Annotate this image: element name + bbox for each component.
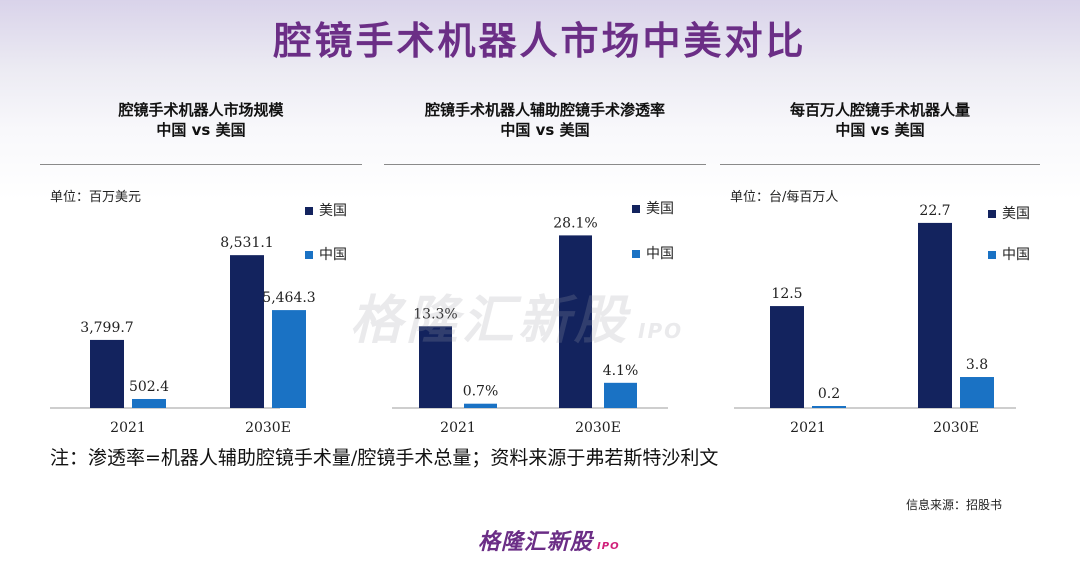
legend-swatch-us (305, 207, 313, 215)
legend-label: 中国 (319, 247, 347, 263)
data-label: 4.1% (603, 363, 639, 379)
chart-panel-penetration-rate: 腔镜手术机器人辅助腔镜手术渗透率 中国 vs 美国 美国 中国 13.3% 0.7… (384, 100, 706, 440)
legend-item-us: 美国 (632, 198, 674, 218)
legend-label: 美国 (646, 201, 674, 217)
header-divider (40, 164, 362, 165)
legend-item-us: 美国 (988, 203, 1030, 223)
legend-swatch-china (632, 250, 640, 258)
watermark-text: 格隆汇新股 (350, 291, 631, 351)
bar-china-2030E (272, 310, 306, 408)
bar-chart-svg: 12.5 0.2 2021 22.7 3.8 2030E (734, 203, 1016, 436)
bar-china-2021 (464, 403, 497, 408)
data-label: 13.3% (413, 306, 457, 322)
footnote: 注：渗透率=机器人辅助腔镜手术量/腔镜手术总量；资料来源于弗若斯特沙利文 (50, 447, 719, 469)
bar-us-2021 (770, 306, 804, 408)
chart-title: 每百万人腔镜手术机器人量 (789, 101, 970, 119)
data-label: 3,799.7 (80, 320, 133, 336)
bar-china-2021 (812, 406, 846, 408)
chart-panel-market-size: 腔镜手术机器人市场规模 中国 vs 美国 单位：百万美元 美国 中国 3,799… (40, 100, 362, 440)
chart-subtitle: 中国 vs 美国 (835, 121, 925, 139)
data-label: 3.8 (966, 357, 988, 373)
x-tick-label: 2030E (575, 420, 621, 436)
bar-chart-svg: 13.3% 0.7% 2021 28.1% 4.1% 2030E (392, 215, 668, 436)
legend-item-china: 中国 (988, 244, 1030, 264)
chart-subtitle: 中国 vs 美国 (156, 121, 246, 139)
chart-header: 腔镜手术机器人市场规模 中国 vs 美国 (40, 100, 362, 140)
data-label: 8,531.1 (220, 235, 273, 251)
bar-china-2030E (960, 377, 994, 408)
x-tick-label: 2030E (245, 420, 291, 436)
page-title: 腔镜手术机器人市场中美对比 (273, 19, 807, 63)
bar-us-2021 (419, 326, 452, 408)
chart-title: 腔镜手术机器人辅助腔镜手术渗透率 (424, 101, 665, 119)
data-label: 0.7% (463, 384, 499, 400)
bar-us-2030E (230, 255, 264, 408)
unit-label: 单位：台/每百万人 (730, 190, 839, 205)
x-tick-label: 2021 (790, 420, 826, 436)
brand-logo: 格隆汇新股 IPO (478, 524, 620, 556)
logo-ipo: IPO (597, 541, 620, 552)
data-label: 12.5 (771, 286, 802, 302)
legend-label: 美国 (319, 203, 347, 219)
x-tick-label: 2021 (440, 420, 476, 436)
legend-label: 美国 (1002, 206, 1030, 222)
data-label: 0.2 (818, 386, 840, 402)
legend-swatch-us (632, 205, 640, 213)
source-label: 信息来源：招股书 (906, 498, 1003, 512)
bar-china-2021 (132, 398, 166, 408)
legend-item-us: 美国 (305, 200, 347, 220)
chart-title: 腔镜手术机器人市场规模 (118, 101, 284, 119)
chart-header: 每百万人腔镜手术机器人量 中国 vs 美国 (720, 100, 1040, 140)
data-label: 5,464.3 (262, 290, 315, 306)
chart-header: 腔镜手术机器人辅助腔镜手术渗透率 中国 vs 美国 (384, 100, 706, 140)
bar-us-2021 (90, 339, 124, 408)
bar-us-2030E (559, 235, 592, 408)
bar-china-2030E (604, 382, 637, 408)
legend-swatch-china (305, 251, 313, 259)
header-divider (720, 164, 1040, 165)
x-tick-label: 2030E (933, 420, 979, 436)
legend-label: 中国 (646, 246, 674, 262)
x-tick-label: 2021 (110, 420, 146, 436)
legend-swatch-china (988, 251, 996, 259)
header-divider (384, 164, 706, 165)
watermark: 格隆汇新股 IPO (350, 278, 683, 353)
logo-text: 格隆汇新股 (478, 530, 594, 555)
bar-chart-svg: 3,799.7 502.4 2021 8,531.1 5,464.3 2030E (50, 235, 316, 436)
unit-label: 单位：百万美元 (50, 190, 142, 205)
data-label: 28.1% (553, 215, 597, 231)
legend-item-china: 中国 (305, 244, 347, 264)
bar-us-2030E (918, 222, 952, 408)
watermark-ipo: IPO (638, 319, 684, 343)
chart-subtitle: 中国 vs 美国 (500, 121, 590, 139)
legend-swatch-us (988, 210, 996, 218)
legend-item-china: 中国 (632, 243, 674, 263)
data-label: 502.4 (129, 379, 169, 395)
chart-panel-robots-per-million: 每百万人腔镜手术机器人量 中国 vs 美国 单位：台/每百万人 美国 中国 12… (720, 100, 1040, 440)
data-label: 22.7 (919, 203, 950, 219)
legend-label: 中国 (1002, 247, 1030, 263)
